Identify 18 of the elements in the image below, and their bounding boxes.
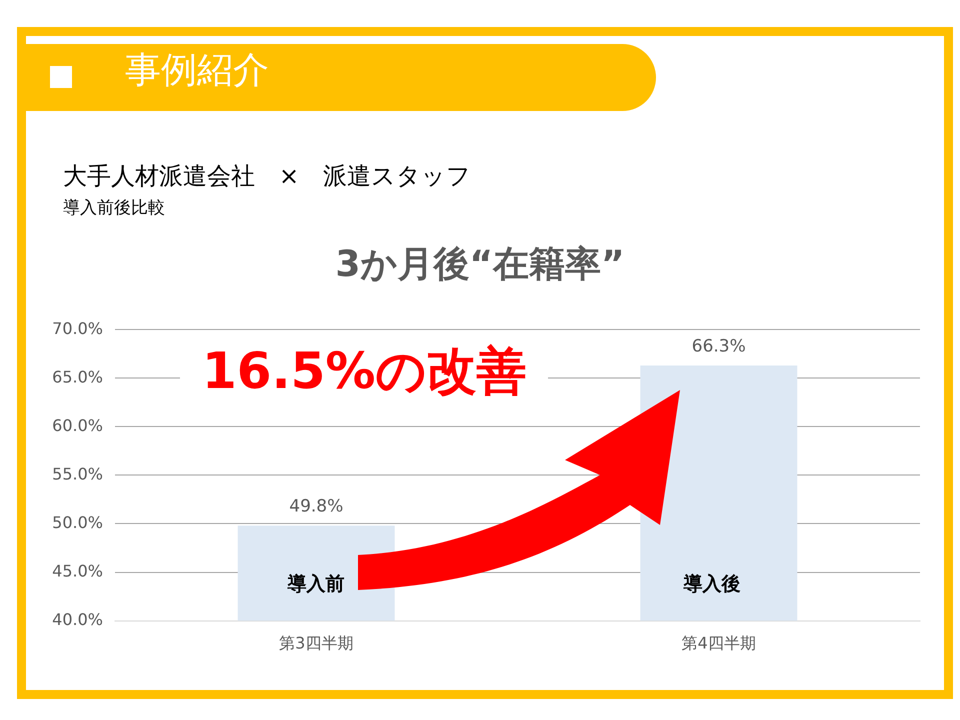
y-tick-label: 65.0% bbox=[52, 367, 103, 386]
y-tick-label: 55.0% bbox=[52, 464, 103, 484]
y-tick-label: 45.0% bbox=[52, 561, 103, 580]
chart-title: 3か月後“在籍率” bbox=[334, 243, 626, 287]
y-tick-label: 50.0% bbox=[52, 512, 103, 532]
x-tick-label: 第4四半期 bbox=[682, 634, 756, 653]
annotation: 16.5%の改善 bbox=[180, 338, 548, 405]
text: 事例紹介 bbox=[125, 49, 269, 93]
data-label: 66.3% bbox=[692, 336, 746, 356]
annotation: 導入前 bbox=[286, 572, 346, 597]
data-label: 49.8% bbox=[289, 496, 344, 517]
annotation: 導入後 bbox=[682, 572, 742, 597]
y-tick-label: 70.0% bbox=[52, 318, 103, 338]
text: 導入前後比較 bbox=[63, 197, 165, 219]
text: 大手人材派遣会社 × 派遣スタッフ bbox=[63, 161, 472, 192]
x-tick-label: 第3四半期 bbox=[279, 634, 354, 653]
y-tick-label: 40.0% bbox=[52, 610, 103, 629]
y-tick-label: 60.0% bbox=[52, 416, 103, 435]
